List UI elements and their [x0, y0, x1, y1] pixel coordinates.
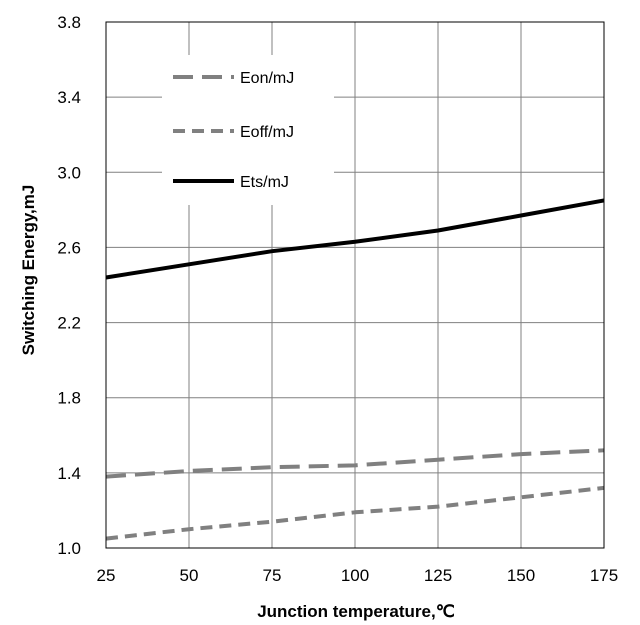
- series-line-eoff: [105, 485, 605, 541]
- x-tick-label: 175: [590, 566, 618, 585]
- y-tick-label: 2.6: [57, 238, 81, 257]
- y-tick-label: 1.8: [57, 389, 81, 408]
- legend-label: Eoff/mJ: [240, 124, 294, 141]
- y-tick-label: 2.2: [57, 314, 81, 333]
- y-tick-label: 3.8: [57, 13, 81, 32]
- y-tick-label: 1.0: [57, 539, 81, 558]
- y-tick-label: 1.4: [57, 464, 81, 483]
- legend-label: Eon/mJ: [240, 70, 294, 87]
- x-tick-label: 75: [263, 566, 282, 585]
- y-axis-title: Switching Energy,mJ: [19, 185, 38, 356]
- series-lines: [105, 198, 605, 541]
- x-tick-label: 150: [507, 566, 535, 585]
- x-tick-label: 25: [97, 566, 116, 585]
- y-tick-labels: 1.0 1.4 1.8 2.2 2.6 3.0 3.4 3.8: [57, 13, 81, 558]
- x-axis-title: Junction temperature,℃: [257, 602, 455, 621]
- legend-label: Ets/mJ: [240, 174, 289, 191]
- x-tick-labels: 25 50 75 100 125 150 175: [97, 566, 619, 585]
- series-line-ets: [105, 198, 605, 280]
- x-tick-label: 100: [341, 566, 369, 585]
- y-tick-label: 3.4: [57, 88, 81, 107]
- x-tick-label: 125: [424, 566, 452, 585]
- plot-frame: [105, 21, 605, 549]
- legend: Eon/mJ Eoff/mJ Ets/mJ: [162, 55, 334, 205]
- x-tick-label: 50: [180, 566, 199, 585]
- y-tick-label: 3.0: [57, 163, 81, 182]
- series-line-eon: [105, 448, 605, 479]
